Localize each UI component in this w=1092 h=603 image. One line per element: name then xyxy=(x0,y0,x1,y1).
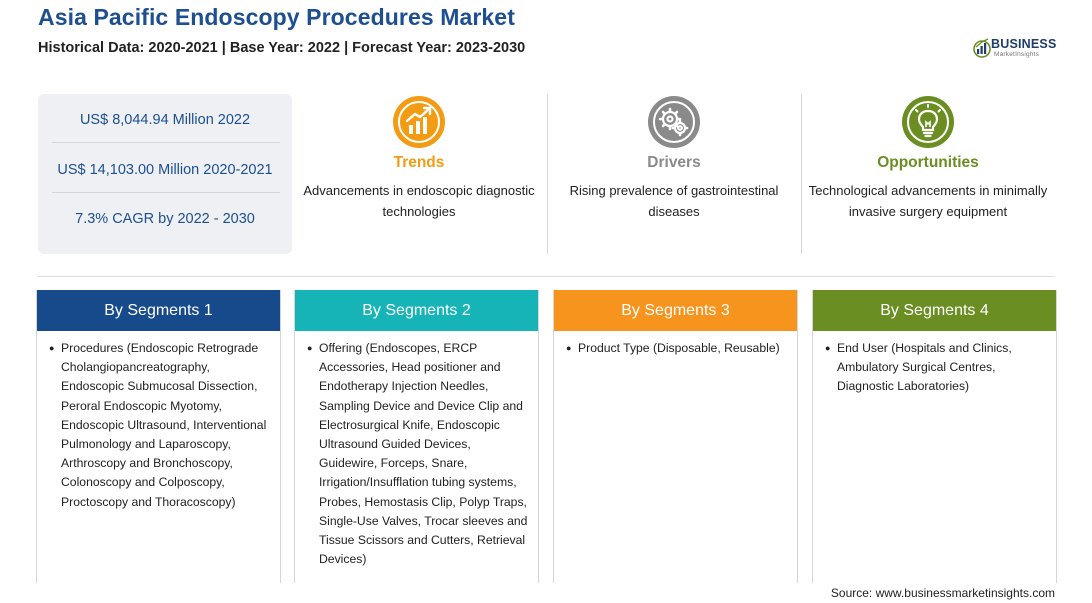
lightbulb-icon xyxy=(902,96,954,148)
feature-divider xyxy=(801,94,802,254)
segment-list-item: ● Product Type (Disposable, Reusable) xyxy=(566,339,791,358)
segment-item-text: Procedures (Endoscopic Retrograde Cholan… xyxy=(61,341,267,509)
bullet-icon: ● xyxy=(825,343,831,353)
segment-header: By Segments 1 xyxy=(37,290,280,331)
segment-list-item: ● Procedures (Endoscopic Retrograde Chol… xyxy=(49,339,274,512)
segment-panel-4: By Segments 4 ● End User (Hospitals and … xyxy=(812,290,1057,583)
segment-header: By Segments 4 xyxy=(813,290,1056,331)
trends-title: Trends xyxy=(393,154,445,171)
drivers-title: Drivers xyxy=(647,154,701,171)
logo-subtext: MarketInsights xyxy=(994,51,1040,58)
drivers-description: Rising prevalence of gastrointestinal di… xyxy=(569,183,779,219)
trends-card: Trends Advancements in endoscopic diagno… xyxy=(299,94,539,222)
opportunities-card: Opportunities Technological advancements… xyxy=(808,94,1048,222)
logo-text: BUSINESS xyxy=(991,37,1057,51)
segment-panel-3: By Segments 3 ● Product Type (Disposable… xyxy=(553,290,798,583)
historical-value-stat: US$ 14,103.00 Million 2020-2021 xyxy=(57,162,273,178)
source-credit[interactable]: Source: www.businessmarketinsights.com xyxy=(830,586,1055,600)
segment-list-item: ● End User (Hospitals and Clinics, Ambul… xyxy=(825,339,1050,397)
market-value-stat: US$ 8,044.94 Million 2022 xyxy=(79,112,251,128)
cagr-stat: 7.3% CAGR by 2022 - 2030 xyxy=(75,211,255,227)
logo-mark-icon xyxy=(973,38,991,58)
opportunities-title: Opportunities xyxy=(877,154,979,171)
market-stats-panel: US$ 8,044.94 Million 2022 US$ 14,103.00 … xyxy=(38,94,292,254)
trends-description: Advancements in endoscopic diagnostic te… xyxy=(303,183,535,219)
segment-header: By Segments 2 xyxy=(295,290,538,331)
company-logo[interactable]: BUSINESS MarketInsights xyxy=(973,36,1063,62)
feature-divider xyxy=(547,94,548,254)
stat-divider xyxy=(52,192,280,193)
gears-icon xyxy=(648,96,700,148)
segment-item-text: Offering (Endoscopes, ERCP Accessories, … xyxy=(319,341,528,567)
segment-panel-1: By Segments 1 ● Procedures (Endoscopic R… xyxy=(36,290,281,583)
page-title: Asia Pacific Endoscopy Procedures Market xyxy=(38,4,515,30)
section-divider xyxy=(38,276,1055,277)
trending-chart-icon xyxy=(393,96,445,148)
drivers-card: Drivers Rising prevalence of gastrointes… xyxy=(554,94,794,222)
stat-divider xyxy=(52,142,280,143)
segment-item-text: End User (Hospitals and Clinics, Ambulat… xyxy=(837,341,1012,394)
segment-header: By Segments 3 xyxy=(554,290,797,331)
segment-list-item: ● Offering (Endoscopes, ERCP Accessories… xyxy=(307,339,532,569)
bullet-icon: ● xyxy=(307,343,313,353)
bullet-icon: ● xyxy=(566,343,572,353)
bullet-icon: ● xyxy=(49,343,55,353)
segment-item-text: Product Type (Disposable, Reusable) xyxy=(578,341,780,355)
segment-panel-2: By Segments 2 ● Offering (Endoscopes, ER… xyxy=(294,290,539,583)
page-subtitle: Historical Data: 2020-2021 | Base Year: … xyxy=(38,40,526,56)
opportunities-description: Technological advancements in minimally … xyxy=(808,183,1048,219)
